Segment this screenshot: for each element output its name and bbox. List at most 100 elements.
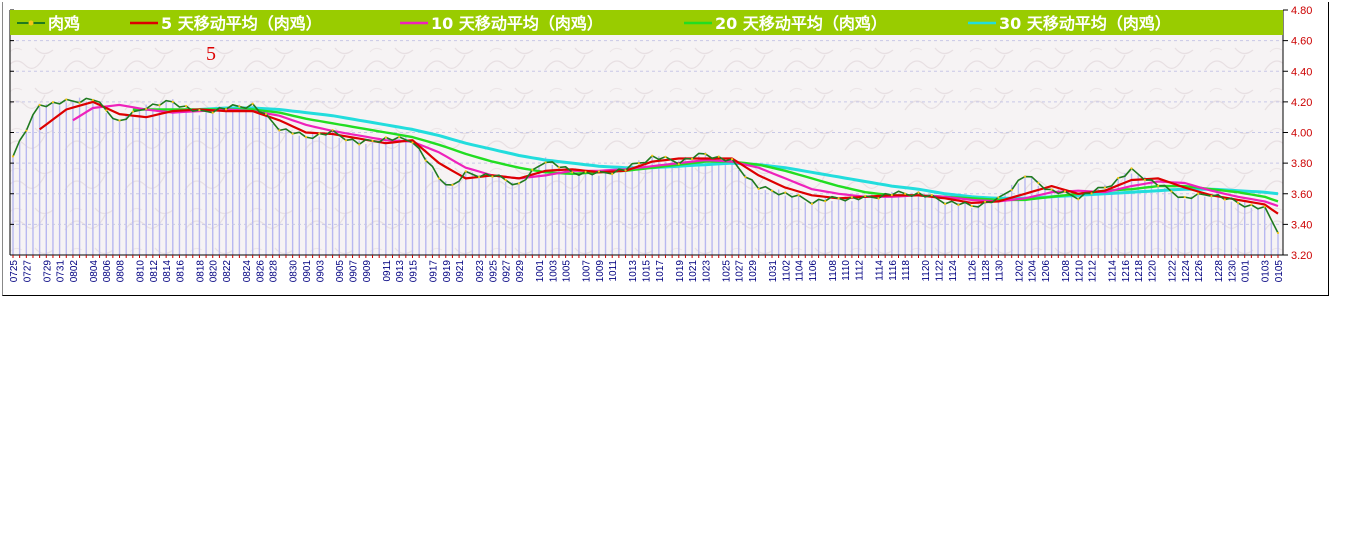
x-tick-label: 1013 bbox=[628, 260, 639, 283]
price-point bbox=[38, 103, 41, 107]
y-tick-label: 4.80 bbox=[1291, 5, 1312, 17]
price-point bbox=[11, 155, 15, 158]
price-point bbox=[171, 100, 174, 103]
legend-label: 20 天移动平均（肉鸡） bbox=[715, 14, 887, 33]
x-tick-label: 0830 bbox=[289, 260, 300, 283]
price-point bbox=[624, 169, 627, 172]
x-tick-label: 0824 bbox=[242, 260, 253, 283]
price-point bbox=[677, 162, 680, 166]
price-point bbox=[997, 196, 1000, 199]
x-tick-label: 0818 bbox=[195, 260, 206, 283]
series-line-ma10 bbox=[72, 103, 1279, 208]
legend: 肉鸡 5 天移动平均（肉鸡） 10 天移动平均（肉鸡） 20 天移动平均（肉鸡） 30 … bbox=[10, 10, 1283, 35]
price-point bbox=[664, 155, 667, 158]
price-point bbox=[584, 170, 587, 173]
y-tick-label: 4.20 bbox=[1291, 97, 1312, 109]
x-tick-label: 0828 bbox=[269, 260, 280, 283]
price-point bbox=[744, 175, 747, 179]
price-point bbox=[1183, 196, 1186, 199]
x-tick-label: 1015 bbox=[642, 260, 653, 283]
legend-label: 肉鸡 bbox=[48, 14, 80, 33]
x-tick-label: 0105 bbox=[1274, 260, 1285, 283]
price-point bbox=[1157, 184, 1160, 187]
price-point bbox=[477, 175, 481, 179]
x-tick-label: 1104 bbox=[795, 260, 806, 282]
x-tick-label: 0927 bbox=[502, 260, 513, 283]
series-line-price bbox=[12, 97, 1279, 234]
price-point bbox=[1223, 198, 1226, 201]
x-tick-label: 1110 bbox=[841, 260, 852, 281]
x-tick-label: 0101 bbox=[1241, 260, 1252, 283]
price-point bbox=[224, 108, 228, 111]
price-point bbox=[917, 191, 920, 194]
chart-frame bbox=[2, 2, 1329, 296]
price-point bbox=[611, 172, 614, 176]
price-point bbox=[531, 168, 534, 171]
price-point bbox=[877, 197, 880, 200]
price-point bbox=[145, 107, 148, 111]
price-point bbox=[491, 175, 494, 178]
price-point bbox=[1023, 175, 1027, 178]
x-tick-label: 1118 bbox=[901, 260, 912, 281]
x-tick-label: 1001 bbox=[535, 260, 546, 283]
price-point bbox=[810, 202, 814, 205]
price-point bbox=[637, 162, 640, 165]
price-point bbox=[384, 136, 387, 139]
y-tick-label: 4.60 bbox=[1291, 36, 1312, 48]
x-tick-label: 0731 bbox=[56, 260, 67, 283]
price-point bbox=[51, 101, 55, 104]
price-point bbox=[371, 139, 374, 143]
x-tick-label: 0812 bbox=[149, 260, 160, 283]
price-point bbox=[784, 191, 787, 194]
x-tick-label: 0814 bbox=[162, 260, 173, 283]
x-tick-label: 1212 bbox=[1088, 260, 1099, 283]
x-tick-label: 1220 bbox=[1148, 260, 1159, 283]
x-tick-label: 1108 bbox=[828, 260, 839, 282]
x-tick-label: 0909 bbox=[362, 260, 373, 283]
x-tick-label: 1003 bbox=[548, 260, 559, 283]
x-tick-label: 0816 bbox=[175, 260, 186, 283]
price-point bbox=[517, 182, 521, 185]
price-point bbox=[1117, 176, 1120, 180]
price-point bbox=[1050, 188, 1053, 191]
x-tick-label: 1128 bbox=[981, 260, 992, 282]
x-tick-label: 1210 bbox=[1074, 260, 1085, 283]
price-point bbox=[944, 202, 947, 205]
price-point bbox=[597, 170, 600, 173]
price-point bbox=[1063, 190, 1067, 193]
x-tick-label: 0917 bbox=[428, 260, 439, 283]
price-point bbox=[211, 111, 214, 114]
price-point bbox=[983, 200, 987, 203]
price-point bbox=[691, 157, 694, 161]
price-point bbox=[131, 110, 134, 113]
x-tick-label: 0923 bbox=[475, 260, 486, 283]
x-tick-label: 0729 bbox=[42, 260, 53, 283]
price-point bbox=[185, 104, 188, 108]
x-tick-label: 1112 bbox=[855, 260, 866, 281]
price-point bbox=[757, 187, 760, 190]
price-point bbox=[1130, 167, 1133, 170]
price-point bbox=[331, 128, 334, 132]
price-point bbox=[717, 155, 720, 158]
x-tick-label: 0808 bbox=[116, 260, 127, 283]
price-point bbox=[1276, 231, 1280, 235]
price-point bbox=[957, 203, 960, 207]
x-tick-label: 0907 bbox=[349, 260, 360, 283]
x-tick-label: 1130 bbox=[994, 260, 1005, 282]
y-tick-label: 3.60 bbox=[1291, 189, 1312, 201]
chart-svg: 4.80 4.60 4.40 4.20 4.00 3.80 3.60 3.40 3.20 072… bbox=[9, 5, 1312, 283]
x-tick-label: 1102 bbox=[781, 260, 792, 282]
x-tick-label: 1206 bbox=[1041, 260, 1052, 283]
y-tick-label: 4.00 bbox=[1291, 128, 1312, 140]
price-point bbox=[65, 98, 68, 101]
x-tick-label: 1218 bbox=[1134, 260, 1145, 283]
price-point bbox=[118, 119, 121, 122]
x-tick-label: 1230 bbox=[1227, 260, 1238, 283]
price-point bbox=[91, 98, 94, 102]
price-point bbox=[1170, 190, 1173, 193]
x-tick-label: 1023 bbox=[701, 260, 712, 283]
x-tick-label: 1029 bbox=[748, 260, 759, 283]
x-tick-label: 0921 bbox=[455, 260, 466, 283]
price-point bbox=[1037, 181, 1040, 185]
x-tick-label: 1204 bbox=[1028, 260, 1039, 283]
